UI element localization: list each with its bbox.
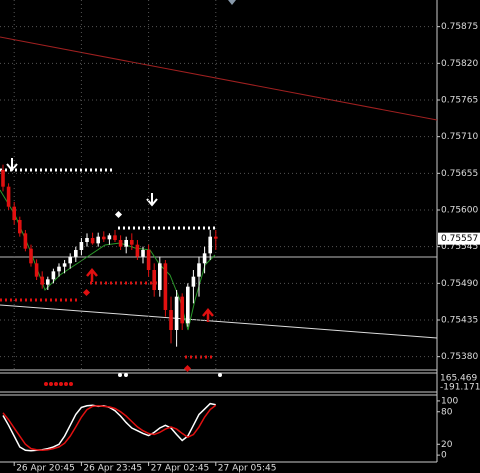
indicator-dots	[118, 373, 222, 377]
y-tick-label: 0.75710	[441, 132, 478, 142]
x-tick-label: 27 Apr 02:45	[151, 464, 210, 473]
y-tick-label: 0.75820	[441, 59, 478, 69]
candle-body	[180, 296, 184, 324]
candle-body	[46, 279, 50, 285]
candle-body	[51, 271, 56, 280]
last-price-label: 0.75557	[441, 234, 478, 244]
diamond	[114, 210, 123, 219]
candle-body	[146, 250, 151, 270]
indicator-label: 165.469	[440, 374, 477, 384]
oscillator-line	[2, 404, 217, 451]
candle-body	[158, 263, 162, 290]
dot	[59, 382, 63, 386]
dot	[54, 382, 58, 386]
candle-body	[107, 235, 112, 240]
candle-body	[191, 276, 196, 287]
candle-body	[214, 236, 218, 239]
candle-body	[169, 310, 173, 330]
diamond	[82, 288, 91, 297]
y-tick-label: 0.75875	[441, 22, 478, 32]
candle-body	[12, 206, 16, 220]
candle-body	[1, 170, 5, 187]
y-tick-label: 0	[441, 451, 447, 461]
candle-body	[124, 240, 128, 247]
dot	[64, 382, 68, 386]
y-tick-label: 0.75655	[441, 169, 478, 179]
x-tick-label: 26 Apr 23:45	[83, 464, 142, 473]
candle-body	[6, 186, 11, 207]
candle-body	[135, 244, 140, 257]
dot	[49, 382, 53, 386]
y-tick-label: 100	[441, 396, 458, 406]
dot	[44, 382, 48, 386]
candle-body	[130, 240, 134, 245]
candle-body	[85, 238, 89, 242]
dot	[124, 373, 128, 377]
y-tick-label: 0.75435	[441, 316, 478, 326]
scroll-marker	[228, 0, 236, 5]
candle-body	[96, 236, 100, 244]
candle-body	[152, 270, 156, 290]
x-tick-label: 26 Apr 20:45	[16, 464, 75, 473]
down-arrow	[6, 158, 18, 172]
candle-body	[102, 236, 106, 240]
candle-body	[174, 296, 179, 330]
candle-body	[208, 236, 212, 254]
candle-body	[29, 248, 33, 264]
candle-body	[18, 220, 22, 234]
y-tick-label: 0.75545	[441, 242, 478, 252]
y-tick-label: 0.75380	[441, 352, 478, 362]
candle-body	[202, 253, 207, 264]
candle-body	[141, 250, 145, 257]
dot	[118, 373, 122, 377]
x-tick-label: 27 Apr 05:45	[218, 464, 277, 473]
candle-body	[68, 256, 72, 264]
candle-body	[74, 250, 78, 257]
candle-body	[163, 263, 168, 310]
candle-body	[90, 238, 95, 244]
trend-line	[0, 36, 438, 121]
price-box	[438, 232, 480, 245]
candle-body	[62, 263, 67, 267]
candle-body	[113, 235, 117, 240]
dot	[69, 382, 73, 386]
candle-body	[197, 263, 201, 277]
candle-body	[118, 240, 123, 247]
trend-line	[0, 304, 438, 339]
up-arrow	[86, 268, 98, 282]
candle-body	[40, 276, 44, 285]
indicator-label: -191.171	[440, 383, 480, 393]
y-tick-label: 0.75600	[441, 206, 478, 216]
diamond	[183, 364, 192, 373]
candle-body	[186, 286, 190, 324]
candle-body	[34, 263, 39, 277]
candle-body	[79, 242, 84, 250]
dot	[218, 373, 222, 377]
candle-body	[57, 266, 61, 272]
candle-body	[23, 233, 28, 249]
y-tick-label: 0.75765	[441, 96, 478, 106]
y-tick-label: 20	[441, 440, 453, 450]
y-tick-label: 80	[441, 407, 453, 417]
y-tick-label: 0.75490	[441, 279, 478, 289]
indicator-dots	[44, 382, 73, 386]
